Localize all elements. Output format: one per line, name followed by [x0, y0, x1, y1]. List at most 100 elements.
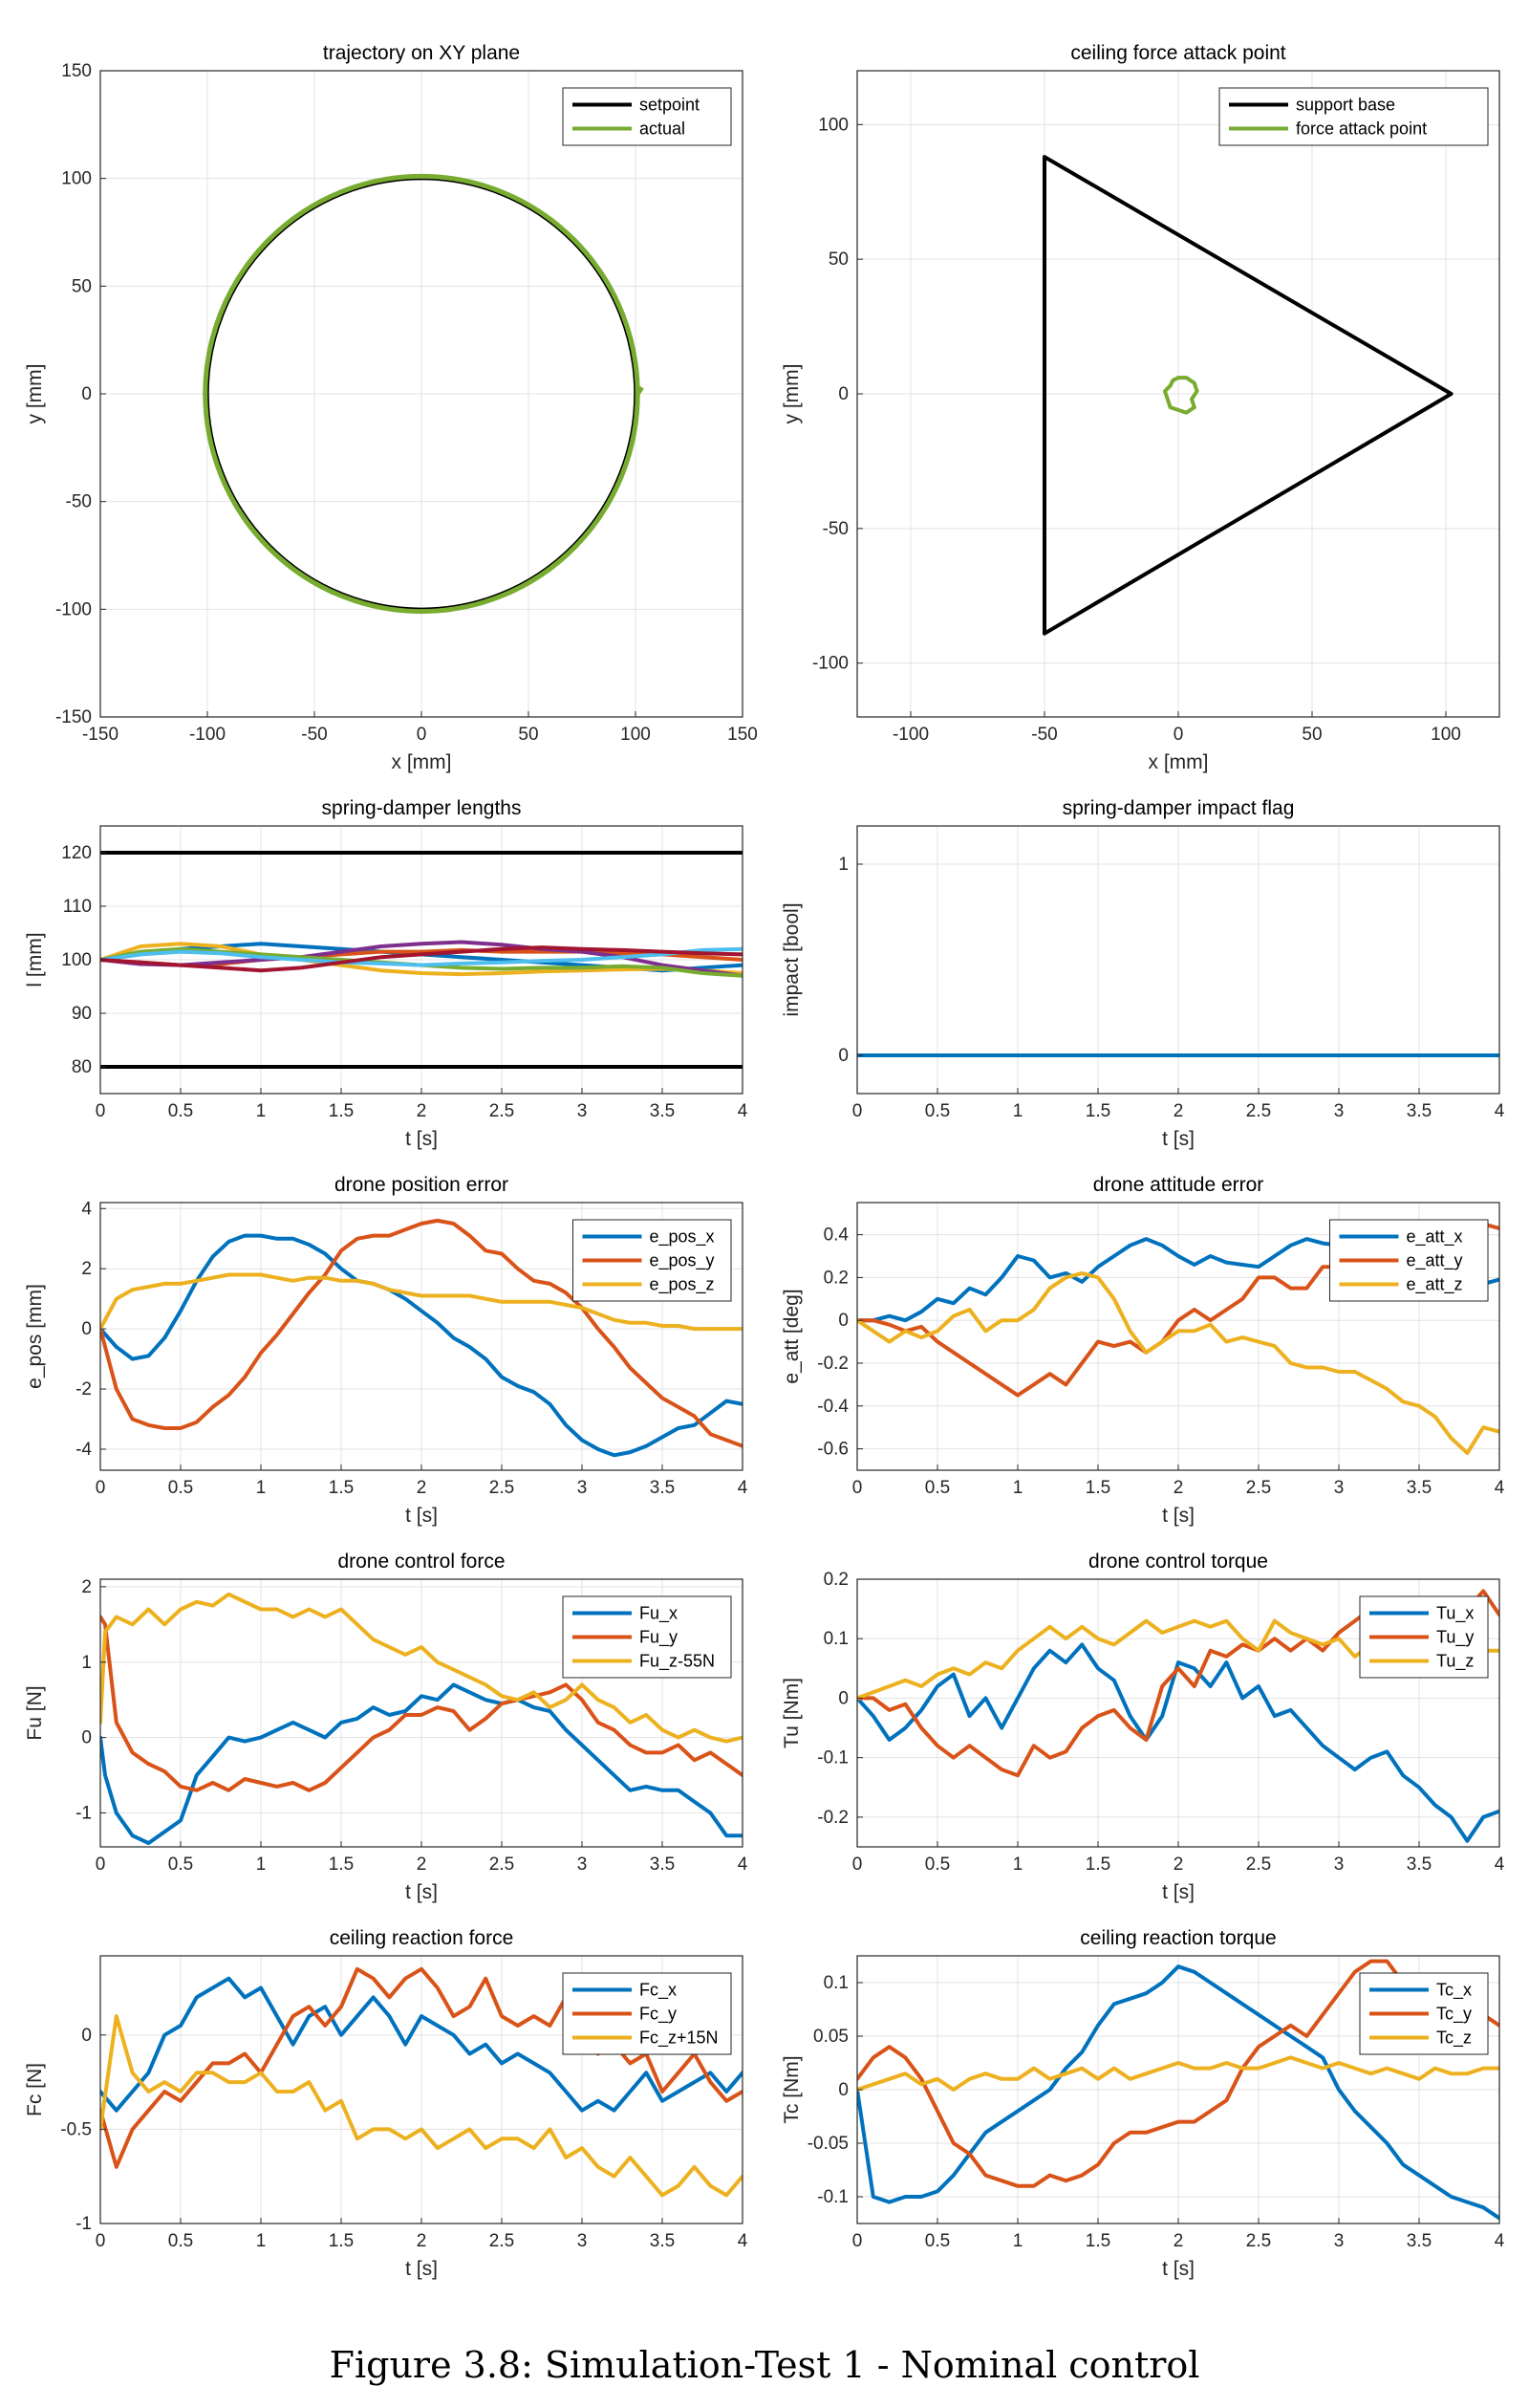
- legend-box: [562, 87, 732, 146]
- y-tick-label: 2: [81, 1259, 92, 1279]
- y-tick-label: 0.2: [824, 1268, 849, 1288]
- series-line-Tc_x: [857, 1964, 1499, 2221]
- legend-entry: e_att_y: [1407, 1251, 1463, 1271]
- chart-title: trajectory on XY plane: [323, 42, 520, 64]
- x-tick-label: 0: [96, 2231, 106, 2251]
- legend-entry: Fc_x: [639, 1981, 677, 2001]
- legend: Fu_x Fu_y Fu_z-55N: [562, 1595, 732, 1679]
- x-tick-label: 3: [577, 2231, 588, 2251]
- y-axis-label: y [mm]: [781, 364, 803, 424]
- legend-entry: Tc_z: [1436, 2028, 1472, 2049]
- x-tick-label: 1: [256, 1101, 267, 1121]
- chart-springs: 0 0.5 1 1.5 2 2.5 3 3.5 4 80 90 100 110 120 spring-dam…: [24, 797, 748, 1150]
- y-tick-label: 0.1: [824, 1973, 849, 1993]
- legend-entry: Tu_y: [1436, 1628, 1474, 1648]
- chart-eatt: 0 0.5 1 1.5 2 2.5 3 3.5 4 -0.6 -0.4 -0.2 0 0.2 0.4 dron…: [781, 1174, 1505, 1527]
- y-tick-label: -0.1: [817, 1748, 849, 1768]
- x-tick-label: -100: [189, 725, 226, 745]
- series-group: [100, 851, 743, 1069]
- y-tick-label: -0.1: [817, 2187, 849, 2207]
- y-tick-label: 150: [61, 61, 92, 81]
- x-tick-label: 0: [417, 725, 427, 745]
- x-tick-label: 0.5: [168, 1855, 193, 1875]
- y-tick-label: 0: [81, 1319, 92, 1339]
- chart-fc: 0 0.5 1 1.5 2 2.5 3 3.5 4 -1 -0.5 0 ceiling reaction…: [24, 1927, 748, 2280]
- series-end-marker: [635, 385, 644, 396]
- chart-title: ceiling reaction torque: [1080, 1927, 1276, 1949]
- x-tick-label: -50: [301, 725, 327, 745]
- x-tick-label: 0: [852, 1855, 863, 1875]
- x-tick-label: 0.5: [925, 1101, 950, 1121]
- x-tick-label: 2: [1174, 2231, 1184, 2251]
- y-axis-label: e_pos [mm]: [24, 1284, 46, 1389]
- x-tick-label: 4: [738, 1855, 748, 1875]
- legend-entry: Tc_x: [1436, 1981, 1472, 2001]
- x-tick-label: 3.5: [650, 2231, 675, 2251]
- legend-entry: e_att_x: [1407, 1227, 1463, 1247]
- x-tick-label: 4: [1495, 1478, 1505, 1498]
- x-tick-label: 2.5: [489, 1478, 514, 1498]
- x-tick-label: 4: [1495, 1101, 1505, 1121]
- x-tick-label: 2.5: [1246, 1478, 1271, 1498]
- series-line-e_att_z: [857, 1270, 1499, 1456]
- x-tick-label: 2.5: [1246, 2231, 1271, 2251]
- x-axis-label: x [mm]: [1149, 751, 1209, 773]
- x-tick-label: 3: [1334, 1478, 1345, 1498]
- x-tick-label: 3: [577, 1478, 588, 1498]
- x-tick-label: 2.5: [1246, 1855, 1271, 1875]
- x-tick-label: 3.5: [650, 1478, 675, 1498]
- legend-entry: e_pos_x: [650, 1227, 715, 1247]
- y-tick-label: 100: [61, 169, 92, 189]
- x-tick-label: 2: [1174, 1855, 1184, 1875]
- series-line-support base: [1043, 155, 1454, 636]
- series-line-e_pos_x: [100, 1233, 743, 1458]
- series-line-Fu_y: [100, 1615, 743, 1792]
- x-tick-label: 0.5: [925, 2231, 950, 2251]
- y-tick-label: 0.4: [824, 1226, 850, 1246]
- y-tick-label: -2: [75, 1379, 92, 1399]
- legend-entry: e_att_z: [1407, 1275, 1463, 1295]
- x-tick-label: 1.5: [329, 1855, 354, 1875]
- x-tick-label: 4: [738, 2231, 748, 2251]
- x-tick-label: -150: [82, 725, 118, 745]
- x-tick-label: 50: [1302, 725, 1322, 745]
- y-tick-label: -150: [55, 707, 92, 727]
- x-tick-label: 1: [1013, 2231, 1023, 2251]
- chart-fu: 0 0.5 1 1.5 2 2.5 3 3.5 4 -1 0 1 2 drone control forc…: [24, 1551, 748, 1903]
- x-tick-label: 2: [417, 1101, 427, 1121]
- legend: setpoint actual: [562, 87, 732, 146]
- x-tick-label: 0.5: [925, 1478, 950, 1498]
- series-line-force attack point: [1163, 376, 1199, 415]
- x-tick-label: 1: [256, 1478, 267, 1498]
- x-tick-label: 1.5: [329, 1101, 354, 1121]
- x-tick-label: 3.5: [1407, 2231, 1432, 2251]
- y-tick-label: -0.2: [817, 1808, 849, 1828]
- legend: e_pos_x e_pos_y e_pos_z: [572, 1219, 732, 1302]
- series-line-maroon-8: [100, 945, 743, 973]
- legend-entry: Fc_y: [639, 2005, 677, 2025]
- x-tick-label: 2: [1174, 1101, 1184, 1121]
- x-tick-label: 3.5: [1407, 1478, 1432, 1498]
- y-tick-label: 0: [838, 2080, 849, 2100]
- y-tick-label: 110: [63, 897, 92, 917]
- series-group: [100, 1592, 743, 1846]
- y-tick-label: 50: [829, 249, 849, 270]
- chart-title: ceiling reaction force: [330, 1927, 514, 1949]
- legend-entry: Tc_y: [1436, 2005, 1472, 2025]
- x-tick-label: 100: [620, 725, 651, 745]
- series-line-purple-5: [100, 940, 743, 978]
- legend-entry: support base: [1296, 96, 1395, 115]
- x-tick-label: 3: [1334, 2231, 1345, 2251]
- chart-xy: -150 -100 -50 0 50 100 150 -150 -100 -50 0 50 100 150…: [24, 42, 758, 773]
- x-tick-label: 1: [1013, 1478, 1023, 1498]
- series-line-e_pos_y: [100, 1218, 743, 1448]
- x-tick-label: 4: [1495, 1855, 1505, 1875]
- x-tick-label: 0: [96, 1855, 106, 1875]
- x-tick-label: 2.5: [489, 1855, 514, 1875]
- x-tick-label: 4: [1495, 2231, 1505, 2251]
- series-group: [203, 173, 644, 615]
- x-tick-label: 0: [1174, 725, 1184, 745]
- y-tick-label: 1: [81, 1653, 92, 1673]
- legend: Tu_x Tu_y Tu_z: [1359, 1595, 1489, 1679]
- y-axis-label: y [mm]: [24, 364, 46, 424]
